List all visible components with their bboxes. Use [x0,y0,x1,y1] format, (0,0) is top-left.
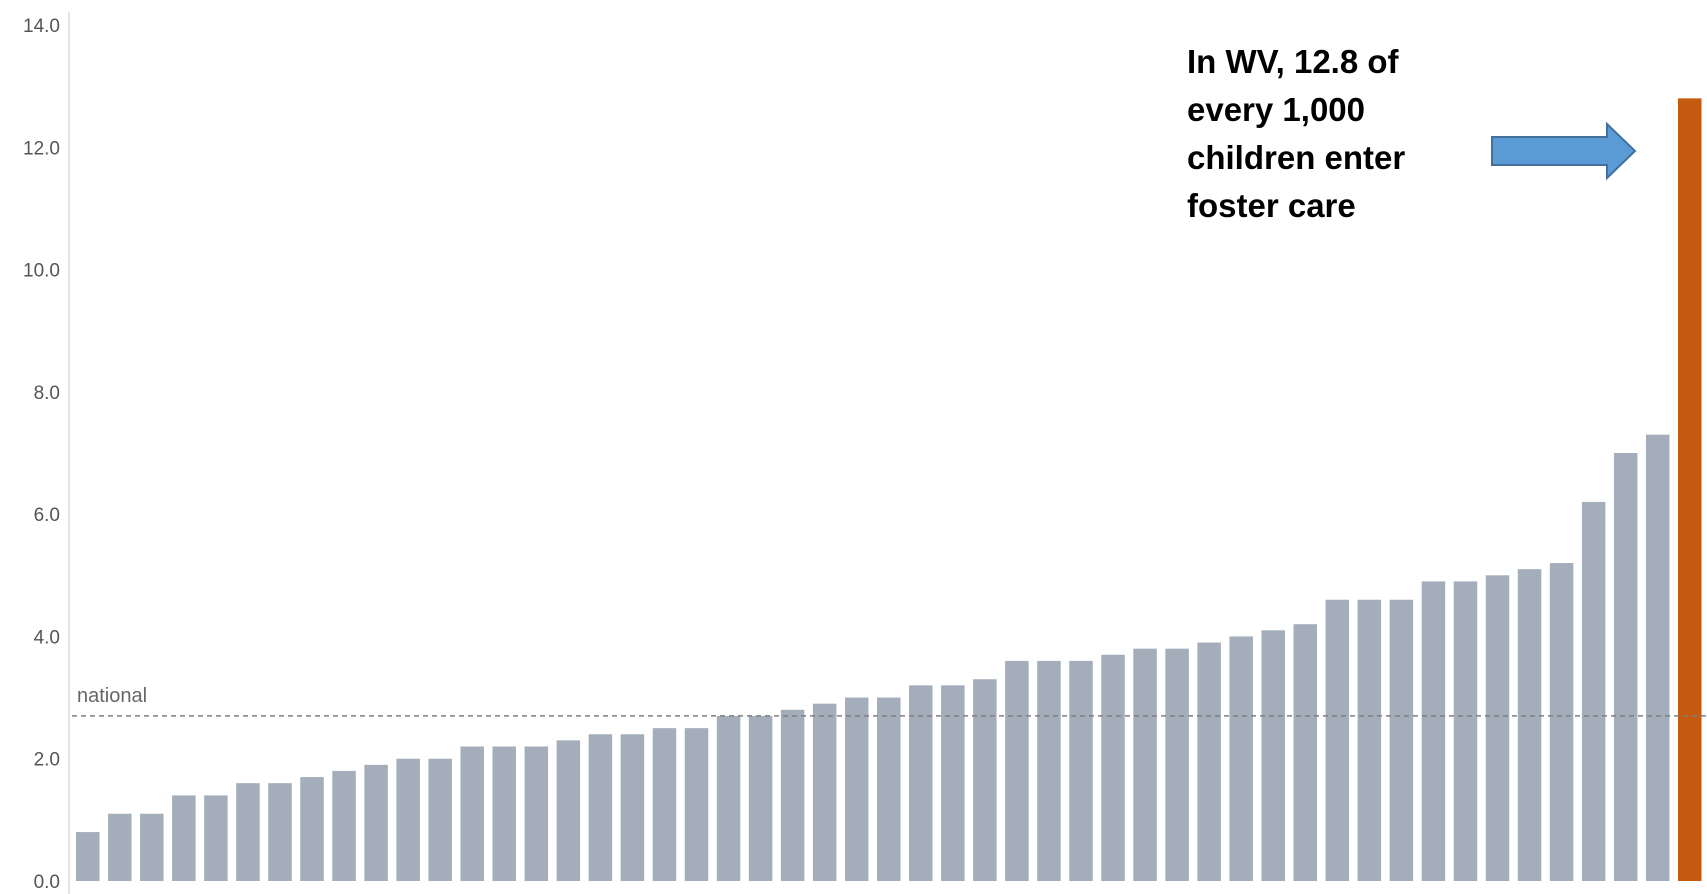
bar [588,734,613,881]
bar [909,685,933,881]
arrow-right-icon [1491,121,1637,181]
y-tick-label: 4.0 [34,627,60,648]
highlighted-bar-wv [1678,98,1702,882]
annotation-line-4: foster care [1187,187,1356,224]
bar [716,715,741,881]
bar [973,679,997,881]
wv-annotation: In WV, 12.8 of every 1,000 children ente… [1187,38,1487,230]
bar [140,813,164,881]
bar [300,777,324,881]
y-tick-label: 14.0 [23,16,60,37]
bar [1005,660,1029,881]
bar [1645,434,1670,881]
bar [844,697,869,881]
bar [1549,563,1574,881]
bar [1037,660,1061,881]
annotation-line-1: In WV, 12.8 of [1187,43,1399,80]
y-tick-label: 6.0 [34,505,60,526]
bar [812,703,837,881]
bar [620,734,645,881]
bar [1101,654,1125,881]
y-tick-label: 8.0 [34,383,60,404]
bar [1517,569,1542,881]
bar [1069,660,1093,881]
bar [1357,599,1382,881]
bar [1485,575,1510,881]
bar [652,728,677,881]
bar [556,740,581,881]
bar [76,832,100,881]
bar [1389,599,1414,881]
bar [1453,581,1478,881]
bar [1229,636,1253,881]
bar [1133,648,1157,881]
y-tick-label: 10.0 [23,261,60,282]
bar [108,813,132,881]
bar [877,697,901,881]
bar [748,715,773,881]
bar [1581,501,1606,881]
annotation-line-3: children enter [1187,139,1406,176]
bar [332,770,356,881]
bar [1165,648,1189,881]
bar [236,783,260,881]
bar [492,746,517,881]
annotation-line-2: every 1,000 [1187,91,1366,128]
bar [1325,599,1350,881]
national-reference-label: national [77,685,147,707]
y-axis-ticks: 0.0 2.0 4.0 6.0 8.0 10.0 12.0 14.0 [23,16,60,893]
bar [1613,453,1638,881]
bar [524,746,549,881]
bars-group [76,98,1702,882]
bar [941,685,965,881]
bar [1197,642,1221,881]
bar [1261,630,1285,881]
bar [172,795,196,881]
bar [460,746,484,881]
bar [396,758,420,881]
bar [684,728,709,881]
y-tick-label: 12.0 [23,138,60,159]
y-tick-label: 2.0 [34,750,60,771]
bar [204,795,228,881]
bar [268,783,292,881]
y-tick-label: 0.0 [34,872,60,893]
bar [1421,581,1446,881]
bar [1293,624,1318,881]
bar [428,758,452,881]
bar [364,764,388,881]
bar [780,709,805,881]
